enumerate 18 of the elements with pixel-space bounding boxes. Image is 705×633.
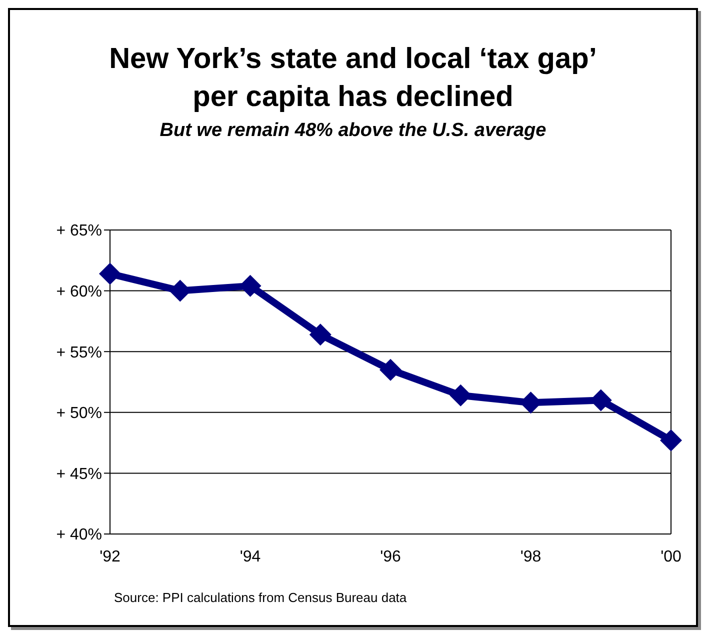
point <box>660 429 682 452</box>
point <box>99 262 121 285</box>
x-tick-label: '94 <box>240 548 261 566</box>
y-tick-label: + 65% <box>56 222 102 240</box>
x-tick-label: '98 <box>520 548 542 566</box>
y-tick-label: + 45% <box>56 466 102 483</box>
point <box>309 324 332 346</box>
chart-title: New York’s state and local ‘tax gap’ per capita has declined <box>108 42 598 115</box>
x-tick-label: '00 <box>660 548 682 566</box>
y-tick-label: + 50% <box>56 405 102 422</box>
y-tick-label: + 40% <box>56 526 102 544</box>
source-note: Source: PPI calculations from Census Bureau data <box>114 590 407 605</box>
x-tick-label: '96 <box>380 548 402 566</box>
chart-subtitle: But we remain 48% above the U.S. average <box>158 120 548 142</box>
point <box>380 358 402 381</box>
y-tick-label: + 60% <box>56 283 102 300</box>
x-tick-label: '92 <box>100 548 121 566</box>
y-tick-label: + 55% <box>56 344 102 362</box>
